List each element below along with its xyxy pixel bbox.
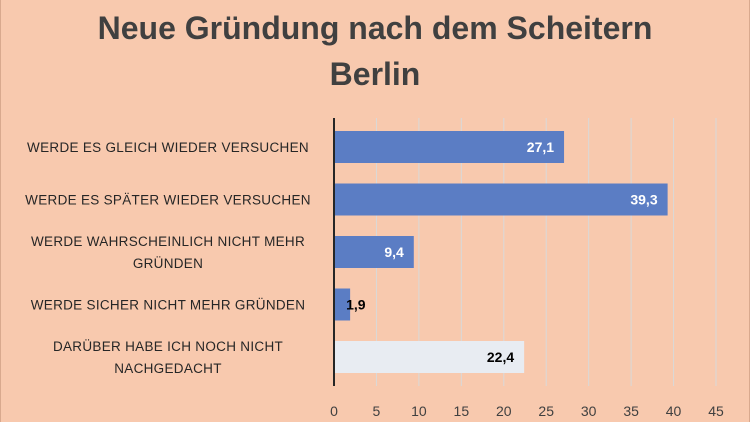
- category-label: WERDE SICHER NICHT MEHR GRÜNDEN: [31, 298, 306, 313]
- category-label: WERDE WAHRSCHEINLICH NICHT MEHR: [31, 234, 305, 249]
- bar: [335, 236, 414, 268]
- x-tick-label: 0: [330, 403, 338, 419]
- x-tick-label: 25: [538, 403, 554, 419]
- x-tick-label: 40: [666, 403, 682, 419]
- bar: [335, 183, 668, 216]
- category-label: NACHGEDACHT: [114, 361, 222, 376]
- chart-title-line-2: Berlin: [329, 56, 421, 92]
- data-label: 22,4: [487, 349, 514, 365]
- category-label: WERDE ES GLEICH WIEDER VERSUCHEN: [27, 140, 309, 155]
- bar: [335, 131, 565, 163]
- category-labels: WERDE ES GLEICH WIEDER VERSUCHEN WERDE ES…: [25, 140, 311, 376]
- category-label: GRÜNDEN: [133, 256, 203, 271]
- x-tick-label: 5: [373, 403, 381, 419]
- x-tick-label: 30: [581, 403, 597, 419]
- category-label: DARÜBER HABE ICH NOCH NICHT: [53, 339, 283, 354]
- x-tick-label: 20: [496, 403, 512, 419]
- bars: [335, 131, 668, 373]
- data-label: 1,9: [346, 297, 366, 313]
- x-tick-label: 10: [411, 403, 427, 419]
- x-tick-label: 35: [623, 403, 639, 419]
- data-label: 9,4: [384, 244, 404, 260]
- x-tick-label: 15: [454, 403, 470, 419]
- chart-title-line-1: Neue Gründung nach dem Scheitern: [97, 10, 653, 46]
- x-tick-labels: 0 5 10 15 20 25 30 35 40 45: [330, 403, 724, 419]
- x-tick-label: 45: [708, 403, 724, 419]
- data-labels: 27,1 39,3 9,4 1,9 22,4: [346, 139, 658, 365]
- data-label: 27,1: [527, 139, 554, 155]
- category-label: WERDE ES SPÄTER WIEDER VERSUCHEN: [25, 193, 311, 208]
- bar: [335, 288, 351, 321]
- bar: [335, 341, 525, 373]
- data-label: 39,3: [630, 192, 657, 208]
